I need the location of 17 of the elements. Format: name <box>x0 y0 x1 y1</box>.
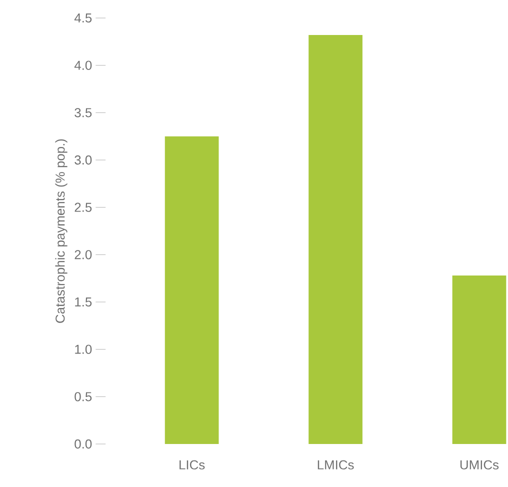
y-tick-label: 3.5 <box>74 108 92 118</box>
x-tick-label: LMICs <box>318 460 354 470</box>
bar <box>164 136 219 444</box>
x-tick-label: UMICs <box>460 460 499 470</box>
y-tick-label: 2.0 <box>74 250 92 260</box>
y-tick-label: 4.5 <box>74 13 92 23</box>
bar <box>452 275 506 444</box>
y-tick-label: 1.5 <box>75 297 92 307</box>
y-tick-label: 2.5 <box>74 202 92 212</box>
y-tick-label: 4.0 <box>74 60 92 70</box>
y-tick-label: 3.0 <box>74 155 92 165</box>
x-tick-label: LICs <box>180 460 205 470</box>
bar <box>308 35 362 444</box>
y-tick-label: 1.0 <box>75 344 92 354</box>
y-tick-label: 0.0 <box>74 439 92 449</box>
y-tick-label: 0.5 <box>74 392 92 402</box>
y-axis-title: Catastrophic payments (% pop.) <box>55 139 68 323</box>
